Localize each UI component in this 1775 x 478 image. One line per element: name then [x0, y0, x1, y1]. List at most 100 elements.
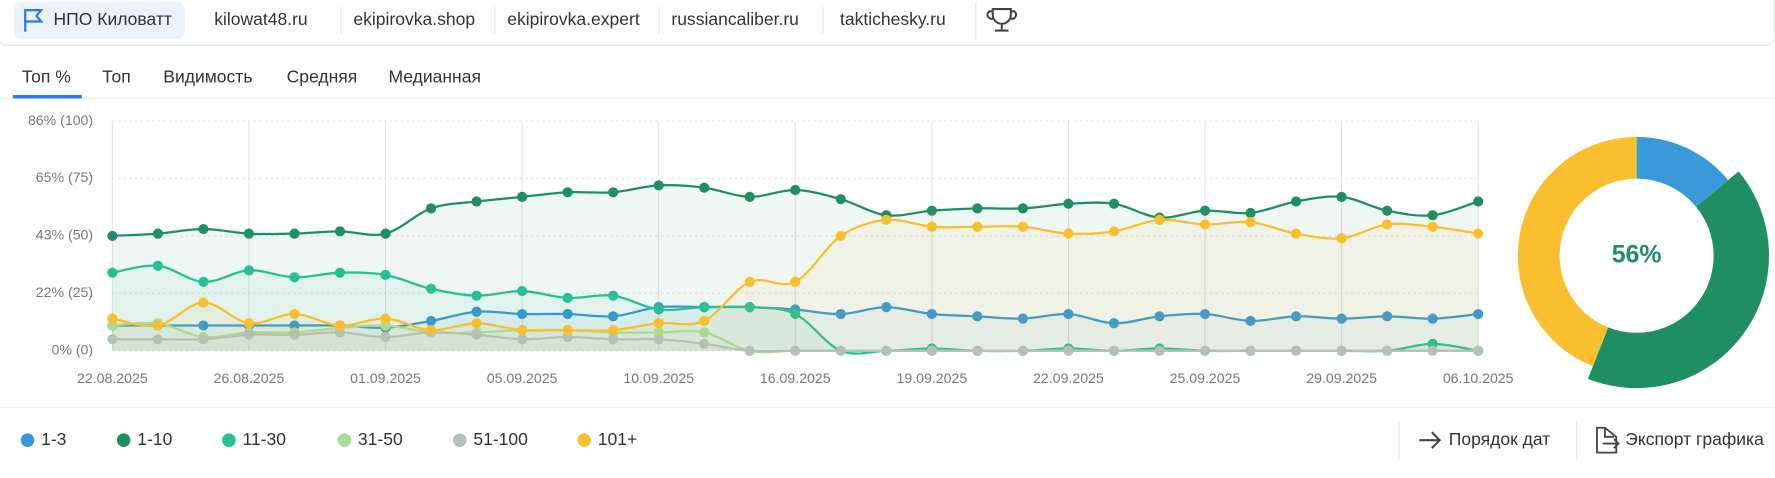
legend-label[interactable]: 101+	[598, 429, 637, 449]
point	[1199, 308, 1211, 320]
arrow-icon	[1419, 431, 1442, 449]
point	[289, 228, 300, 239]
point	[1336, 233, 1347, 244]
x-tick-label: 16.09.2025	[760, 370, 831, 386]
domain-tab[interactable]: kilowat48.ru	[214, 9, 307, 29]
point	[1382, 219, 1393, 230]
subtab[interactable]: Топ	[102, 67, 131, 87]
legend-dot[interactable]	[20, 433, 35, 447]
point	[380, 331, 391, 343]
legend-label[interactable]: 31-50	[358, 429, 403, 449]
legend-label[interactable]: 51-100	[473, 429, 528, 449]
point	[972, 203, 983, 214]
point	[608, 311, 619, 322]
point	[1154, 311, 1165, 322]
trophy-icon[interactable]	[986, 8, 1017, 32]
point	[1245, 207, 1256, 219]
point	[653, 318, 664, 329]
domain-tab[interactable]: taktichesky.ru	[840, 9, 946, 29]
point	[334, 320, 346, 331]
series-area	[112, 322, 1479, 353]
point	[1108, 226, 1120, 237]
point	[380, 269, 391, 281]
point	[835, 345, 846, 356]
subtab[interactable]: Средняя	[287, 67, 358, 87]
point	[562, 292, 573, 304]
button-label[interactable]: Порядок дат	[1449, 429, 1550, 449]
point	[1154, 345, 1165, 356]
domain-tab[interactable]: russiancaliber.ru	[671, 9, 799, 29]
point	[1382, 205, 1393, 216]
point	[425, 325, 437, 336]
point	[608, 290, 619, 301]
point	[243, 329, 255, 340]
donut-segment	[1587, 171, 1769, 389]
y-tick-label: 43% (50)	[36, 227, 93, 243]
domain-tab[interactable]: ekipirovka.expert	[507, 9, 640, 29]
point	[1154, 214, 1165, 225]
legend-dot[interactable]	[577, 433, 592, 447]
point	[1427, 345, 1438, 356]
point	[744, 191, 755, 202]
legend-dot[interactable]	[452, 433, 467, 447]
point	[608, 325, 619, 336]
point	[517, 334, 528, 345]
legend-label[interactable]: 11-30	[242, 429, 286, 449]
point	[653, 304, 664, 315]
point	[790, 308, 801, 320]
point	[107, 313, 118, 324]
point	[744, 345, 755, 356]
point	[517, 308, 528, 320]
point	[1473, 196, 1484, 207]
point	[289, 329, 300, 340]
legend-label[interactable]: 1-10	[137, 429, 172, 449]
point	[152, 260, 163, 271]
button-label[interactable]: Экспорт графика	[1625, 429, 1764, 449]
point	[107, 267, 118, 278]
point	[380, 313, 391, 324]
point	[107, 334, 118, 345]
point	[198, 297, 209, 308]
point	[1063, 345, 1074, 356]
x-tick-label: 10.09.2025	[623, 370, 694, 386]
point	[1245, 217, 1256, 228]
x-tick-label: 06.10.2025	[1443, 370, 1514, 386]
x-tick-label: 22.08.2025	[77, 370, 148, 386]
x-tick-label: 26.08.2025	[214, 370, 285, 386]
point	[608, 187, 619, 198]
point	[1063, 198, 1074, 209]
legend-dot[interactable]	[116, 433, 131, 447]
point	[517, 191, 528, 202]
point	[972, 311, 983, 322]
point	[1017, 345, 1029, 356]
x-tick-label: 29.09.2025	[1306, 370, 1377, 386]
point	[835, 194, 846, 205]
donut-segment	[1636, 136, 1729, 207]
legend-dot[interactable]	[222, 433, 236, 447]
point	[1473, 345, 1484, 356]
point	[1245, 315, 1256, 327]
point	[1063, 228, 1074, 239]
subtab[interactable]: Топ %	[22, 67, 71, 87]
point	[1199, 345, 1211, 356]
point	[926, 345, 937, 356]
point	[1336, 191, 1347, 202]
point	[1017, 313, 1029, 324]
point	[1336, 345, 1347, 356]
legend-dot[interactable]	[337, 433, 352, 447]
point	[243, 318, 255, 329]
donut-hole	[1559, 178, 1714, 333]
domain-tab[interactable]: НПО Киловатт	[54, 9, 172, 29]
point	[835, 308, 846, 320]
point	[152, 334, 163, 345]
subtab[interactable]: Медианная	[388, 67, 480, 87]
point	[1290, 196, 1302, 207]
series-area	[112, 185, 1479, 351]
point	[926, 221, 937, 232]
point	[699, 302, 710, 313]
subtab[interactable]: Видимость	[163, 67, 252, 87]
domain-tab[interactable]: ekipirovka.shop	[353, 9, 475, 29]
legend-label[interactable]: 1-3	[41, 429, 66, 449]
y-tick-label: 86% (100)	[28, 112, 93, 128]
point	[517, 325, 528, 336]
